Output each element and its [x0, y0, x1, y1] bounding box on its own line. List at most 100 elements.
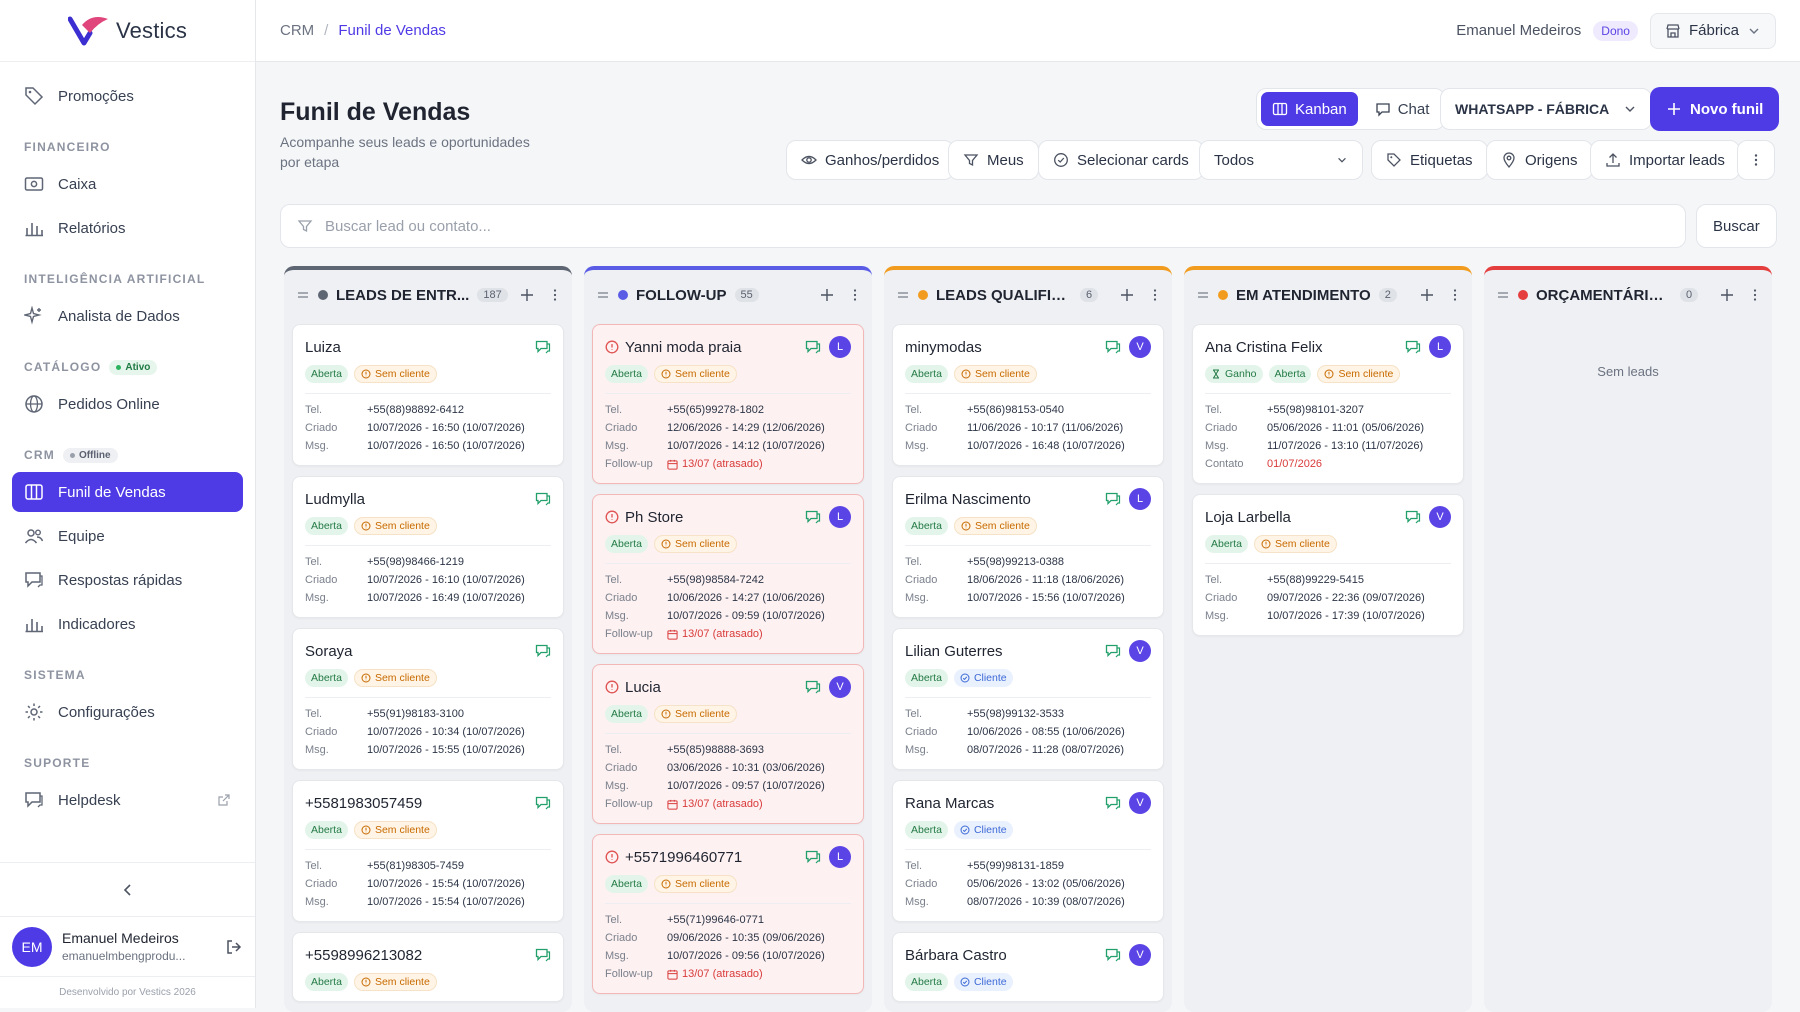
card-info-value: 10/07/2026 - 09:56 (10/07/2026) [667, 947, 825, 965]
chat-icon[interactable] [805, 679, 821, 695]
card-info-row: Msg.11/07/2026 - 13:10 (11/07/2026) [1205, 437, 1451, 455]
plus-icon[interactable] [1420, 288, 1434, 302]
more-vertical-icon[interactable] [1448, 288, 1462, 302]
sidebar-item-funil-de-vendas[interactable]: Funil de Vendas [12, 472, 243, 512]
origins-filter-button[interactable]: Origens [1486, 140, 1593, 180]
card-info-value: 11/06/2026 - 10:17 (11/06/2026) [967, 419, 1123, 437]
lead-name: Loja Larbella [1205, 509, 1291, 526]
more-vertical-icon[interactable] [548, 288, 562, 302]
card-info-value: 10/07/2026 - 16:48 (10/07/2026) [967, 437, 1125, 455]
status-badge-label: Aberta [311, 672, 342, 684]
chat-icon[interactable] [1105, 795, 1121, 811]
check-circle-icon [960, 825, 970, 835]
nav-section-title: SISTEMA [24, 668, 86, 682]
chat-icon[interactable] [1405, 509, 1421, 525]
labels-filter-button[interactable]: Etiquetas [1371, 140, 1488, 180]
chat-icon[interactable] [805, 339, 821, 355]
more-vertical-icon[interactable] [1148, 288, 1162, 302]
plus-icon[interactable] [1120, 288, 1134, 302]
chat-icon[interactable] [535, 643, 551, 659]
logo[interactable]: Vestics [0, 0, 255, 62]
sidebar-item-configura-es[interactable]: Configurações [12, 692, 243, 732]
mine-filter-button[interactable]: Meus [948, 140, 1039, 180]
sidebar-item-equipe[interactable]: Equipe [12, 516, 243, 556]
chat-icon[interactable] [1105, 643, 1121, 659]
sidebar-item-relat-rios[interactable]: Relatórios [12, 208, 243, 248]
search-input[interactable] [325, 218, 1625, 235]
nav-section-financeiro: FINANCEIRO [0, 140, 255, 154]
more-vertical-icon[interactable] [1748, 288, 1762, 302]
plus-icon[interactable] [1720, 288, 1734, 302]
lead-name: +5598996213082 [305, 947, 422, 964]
status-badge: Aberta [905, 821, 948, 839]
breadcrumb-current: Funil de Vendas [338, 22, 446, 39]
chevron-left-icon [120, 882, 136, 898]
owner-select[interactable]: Todos [1199, 140, 1363, 180]
chat-icon[interactable] [535, 947, 551, 963]
logout-icon[interactable] [225, 938, 243, 956]
more-options-button[interactable] [1737, 140, 1775, 180]
sidebar-item-analista-de-dados[interactable]: Analista de Dados [12, 296, 243, 336]
plus-icon[interactable] [520, 288, 534, 302]
breadcrumb-crm[interactable]: CRM [280, 22, 314, 39]
status-badge-label: Aberta [911, 520, 942, 532]
chat-icon[interactable] [535, 491, 551, 507]
view-toggle: Kanban Chat [1256, 88, 1445, 130]
sidebar-item-helpdesk[interactable]: Helpdesk [12, 780, 243, 820]
chat-icon[interactable] [1105, 947, 1121, 963]
chat-icon[interactable] [805, 849, 821, 865]
search-button[interactable]: Buscar [1696, 204, 1777, 248]
import-leads-button[interactable]: Importar leads [1590, 140, 1740, 180]
alert-circle-icon [661, 709, 671, 719]
card-info-key: Msg. [305, 589, 367, 607]
sidebar-user[interactable]: EM Emanuel Medeiros emanuelmbengprodu... [0, 916, 255, 976]
drag-handle-icon[interactable] [296, 288, 310, 302]
sidebar-item-indicadores[interactable]: Indicadores [12, 604, 243, 644]
chat-icon[interactable] [1405, 339, 1421, 355]
sidebar-item-pedidos-online[interactable]: Pedidos Online [12, 384, 243, 424]
funnel-select[interactable]: WHATSAPP - FÁBRICA [1440, 88, 1652, 130]
chat-icon[interactable] [535, 795, 551, 811]
sidebar-item-promo-es[interactable]: Promoções [12, 76, 243, 116]
sidebar-item-caixa[interactable]: Caixa [12, 164, 243, 204]
more-vertical-icon[interactable] [848, 288, 862, 302]
drag-handle-icon[interactable] [1496, 288, 1510, 302]
won-lost-filter-button[interactable]: Ganhos/perdidos [786, 140, 954, 180]
collapse-sidebar-button[interactable] [0, 862, 255, 916]
alert-circle-icon [1324, 369, 1334, 379]
drag-handle-icon[interactable] [596, 288, 610, 302]
store-selector[interactable]: Fábrica [1650, 13, 1776, 49]
plus-icon[interactable] [820, 288, 834, 302]
view-kanban-button[interactable]: Kanban [1261, 92, 1358, 126]
chat-icon[interactable] [805, 509, 821, 525]
drag-handle-icon[interactable] [896, 288, 910, 302]
select-cards-button[interactable]: Selecionar cards [1038, 140, 1204, 180]
sidebar-item-label: Helpdesk [58, 792, 121, 809]
chat-icon[interactable] [1105, 339, 1121, 355]
chat-icon[interactable] [1105, 491, 1121, 507]
view-chat-button[interactable]: Chat [1364, 92, 1441, 126]
status-badge-label: Sem cliente [1275, 538, 1330, 550]
sidebar-item-respostas-r-pidas[interactable]: Respostas rápidas [12, 560, 243, 600]
card-info-value: 10/07/2026 - 15:56 (10/07/2026) [967, 589, 1125, 607]
drag-handle-icon[interactable] [1196, 288, 1210, 302]
chat-icon[interactable] [535, 339, 551, 355]
new-funnel-button[interactable]: Novo funil [1650, 87, 1779, 131]
